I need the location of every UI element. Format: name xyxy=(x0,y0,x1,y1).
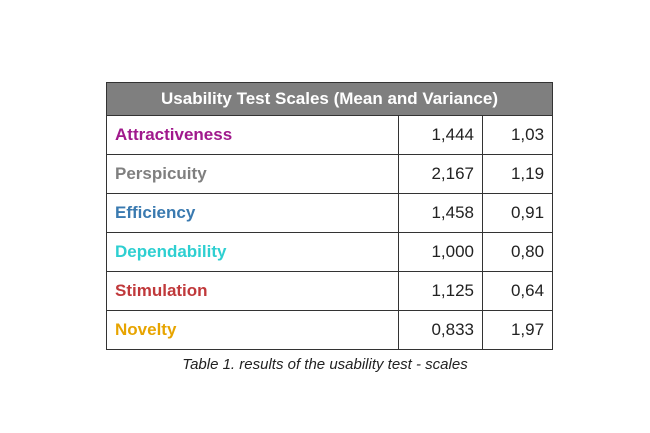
table-row: Stimulation 1,125 0,64 xyxy=(106,271,554,311)
usability-scales-table: Usability Test Scales (Mean and Variance… xyxy=(105,82,554,350)
table-row: Efficiency 1,458 0,91 xyxy=(106,193,554,233)
scale-name-efficiency: Efficiency xyxy=(106,193,399,233)
variance-value: 1,03 xyxy=(481,115,554,155)
table-row: Novelty 0,833 1,97 xyxy=(106,310,554,350)
variance-value: 1,97 xyxy=(481,310,554,350)
mean-value: 1,458 xyxy=(398,193,483,233)
scale-name-dependability: Dependability xyxy=(106,232,399,272)
mean-value: 1,000 xyxy=(398,232,483,272)
variance-value: 0,64 xyxy=(481,271,554,311)
mean-value: 0,833 xyxy=(398,310,483,350)
table-row: Dependability 1,000 0,80 xyxy=(106,232,554,272)
mean-value: 1,125 xyxy=(398,271,483,311)
table-row: Perspicuity 2,167 1,19 xyxy=(106,154,554,194)
table-header-row: Usability Test Scales (Mean and Variance… xyxy=(105,82,554,116)
table-row: Attractiveness 1,444 1,03 xyxy=(106,115,554,155)
scale-name-perspicuity: Perspicuity xyxy=(106,154,399,194)
scale-name-novelty: Novelty xyxy=(106,310,399,350)
scale-name-stimulation: Stimulation xyxy=(106,271,399,311)
mean-value: 1,444 xyxy=(398,115,483,155)
table-title: Usability Test Scales (Mean and Variance… xyxy=(105,82,554,116)
variance-value: 0,80 xyxy=(481,232,554,272)
results-table-container: Usability Test Scales (Mean and Variance… xyxy=(105,82,554,350)
variance-value: 0,91 xyxy=(481,193,554,233)
scale-name-attractiveness: Attractiveness xyxy=(106,115,399,155)
table-caption: Table 1. results of the usability test -… xyxy=(182,356,468,373)
variance-value: 1,19 xyxy=(481,154,554,194)
mean-value: 2,167 xyxy=(398,154,483,194)
